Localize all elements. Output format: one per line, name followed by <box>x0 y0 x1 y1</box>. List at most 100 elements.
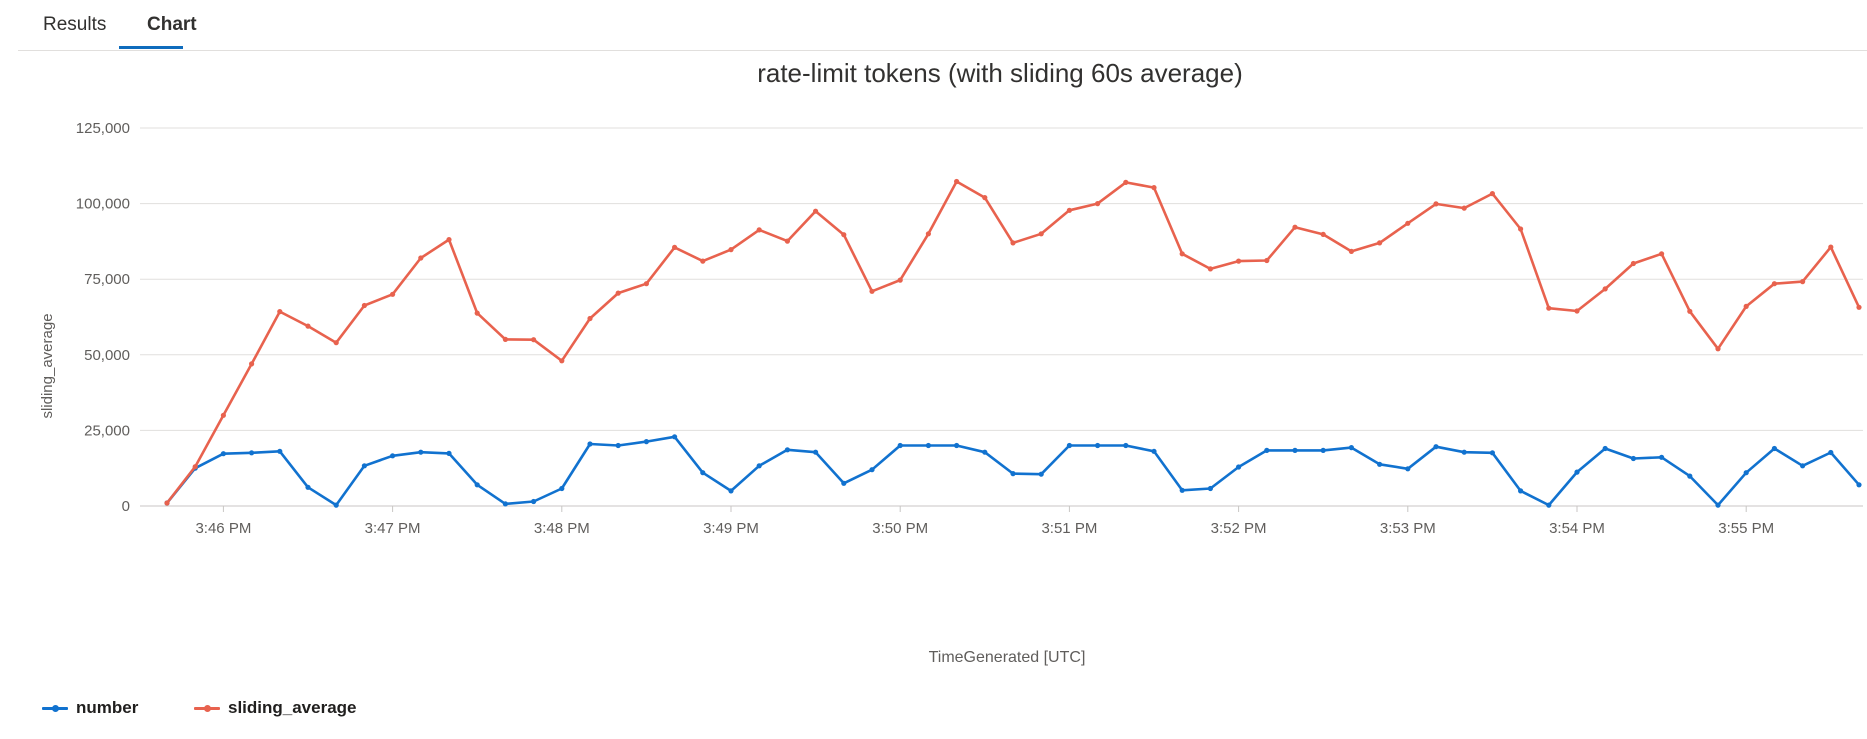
data-point-number[interactable] <box>1207 485 1213 492</box>
data-point-sliding-average[interactable] <box>1461 205 1467 211</box>
data-point-sliding-average[interactable] <box>1405 220 1411 226</box>
data-point-sliding-average[interactable] <box>1292 224 1298 230</box>
data-point-number[interactable] <box>446 450 452 456</box>
data-point-number[interactable] <box>474 482 480 488</box>
data-point-sliding-average[interactable] <box>1518 226 1524 232</box>
data-point-sliding-average[interactable] <box>1828 244 1834 250</box>
data-point-sliding-average[interactable] <box>305 323 311 329</box>
data-point-sliding-average[interactable] <box>1856 304 1862 310</box>
data-point-sliding-average[interactable] <box>925 231 932 237</box>
data-point-number[interactable] <box>1659 454 1665 460</box>
data-point-number[interactable] <box>925 442 932 449</box>
data-point-number[interactable] <box>615 442 621 449</box>
data-point-sliding-average[interactable] <box>277 309 283 315</box>
data-point-number[interactable] <box>1602 445 1608 452</box>
data-point-number[interactable] <box>1010 471 1016 477</box>
data-point-number[interactable] <box>1800 463 1806 469</box>
tab-results[interactable]: Results <box>43 14 107 35</box>
data-point-sliding-average[interactable] <box>1630 260 1636 267</box>
data-point-sliding-average[interactable] <box>1095 201 1101 207</box>
data-point-number[interactable] <box>361 463 367 469</box>
data-point-sliding-average[interactable] <box>1066 207 1072 213</box>
data-point-sliding-average[interactable] <box>869 288 875 294</box>
data-point-sliding-average[interactable] <box>1179 251 1185 257</box>
data-point-sliding-average[interactable] <box>954 178 960 185</box>
data-point-sliding-average[interactable] <box>1320 231 1326 237</box>
data-point-sliding-average[interactable] <box>897 277 903 283</box>
data-point-number[interactable] <box>1687 473 1693 479</box>
data-point-sliding-average[interactable] <box>1010 240 1016 246</box>
data-point-number[interactable] <box>1856 482 1862 488</box>
data-point-number[interactable] <box>869 467 875 473</box>
data-point-sliding-average[interactable] <box>587 315 593 322</box>
data-point-sliding-average[interactable] <box>361 302 367 309</box>
data-point-number[interactable] <box>1743 470 1749 476</box>
data-point-number[interactable] <box>418 449 424 455</box>
data-point-number[interactable] <box>1771 445 1777 452</box>
data-point-sliding-average[interactable] <box>1038 231 1044 237</box>
data-point-sliding-average[interactable] <box>474 310 480 316</box>
data-point-sliding-average[interactable] <box>1123 179 1129 185</box>
data-point-sliding-average[interactable] <box>1771 281 1777 287</box>
data-point-number[interactable] <box>1518 488 1524 494</box>
data-point-number[interactable] <box>1123 442 1129 449</box>
data-point-sliding-average[interactable] <box>700 258 706 264</box>
data-point-sliding-average[interactable] <box>1715 346 1721 352</box>
data-point-number[interactable] <box>1066 442 1072 449</box>
data-point-sliding-average[interactable] <box>841 232 847 238</box>
data-point-number[interactable] <box>728 488 734 494</box>
data-point-number[interactable] <box>305 484 311 490</box>
data-point-sliding-average[interactable] <box>982 195 988 201</box>
data-point-sliding-average[interactable] <box>672 244 678 250</box>
data-point-sliding-average[interactable] <box>615 290 621 296</box>
legend-item-number[interactable]: number <box>42 698 138 718</box>
data-point-sliding-average[interactable] <box>1574 308 1580 314</box>
data-point-sliding-average[interactable] <box>502 336 508 342</box>
data-point-sliding-average[interactable] <box>1687 308 1693 314</box>
data-point-sliding-average[interactable] <box>1489 191 1495 197</box>
data-point-number[interactable] <box>954 442 960 449</box>
data-point-number[interactable] <box>249 450 255 456</box>
data-point-number[interactable] <box>1377 461 1383 467</box>
data-point-number[interactable] <box>1715 502 1721 508</box>
data-point-number[interactable] <box>643 439 650 445</box>
data-point-number[interactable] <box>756 463 762 469</box>
data-point-number[interactable] <box>672 434 678 440</box>
data-point-number[interactable] <box>1095 442 1101 449</box>
data-point-number[interactable] <box>1630 455 1636 462</box>
data-point-sliding-average[interactable] <box>446 237 452 243</box>
data-point-sliding-average[interactable] <box>728 247 734 253</box>
tab-chart[interactable]: Chart <box>147 14 197 35</box>
data-point-sliding-average[interactable] <box>813 208 819 214</box>
data-point-sliding-average[interactable] <box>1264 257 1270 264</box>
data-point-number[interactable] <box>813 449 819 455</box>
data-point-number[interactable] <box>1405 466 1411 472</box>
data-point-sliding-average[interactable] <box>1659 251 1665 257</box>
data-point-sliding-average[interactable] <box>164 500 170 506</box>
data-point-number[interactable] <box>841 480 847 486</box>
data-point-sliding-average[interactable] <box>784 238 791 244</box>
data-point-number[interactable] <box>390 453 396 459</box>
data-point-number[interactable] <box>1236 464 1242 470</box>
data-point-number[interactable] <box>1546 502 1552 508</box>
data-point-sliding-average[interactable] <box>1151 185 1157 191</box>
data-point-number[interactable] <box>1038 471 1044 477</box>
data-point-number[interactable] <box>1320 447 1326 453</box>
data-point-number[interactable] <box>1828 449 1834 456</box>
data-point-number[interactable] <box>1264 447 1270 453</box>
data-point-sliding-average[interactable] <box>249 361 255 367</box>
data-point-sliding-average[interactable] <box>220 412 226 418</box>
data-point-number[interactable] <box>1151 448 1157 454</box>
data-point-sliding-average[interactable] <box>1433 201 1439 207</box>
data-point-sliding-average[interactable] <box>559 358 565 364</box>
data-point-number[interactable] <box>333 502 339 508</box>
data-point-sliding-average[interactable] <box>1348 248 1354 254</box>
data-point-number[interactable] <box>1574 469 1580 475</box>
data-point-sliding-average[interactable] <box>192 464 198 470</box>
data-point-number[interactable] <box>700 470 706 476</box>
data-point-number[interactable] <box>1348 445 1354 451</box>
data-point-sliding-average[interactable] <box>1207 266 1213 272</box>
data-point-number[interactable] <box>982 449 988 455</box>
data-point-sliding-average[interactable] <box>756 227 762 233</box>
data-point-number[interactable] <box>220 451 226 457</box>
